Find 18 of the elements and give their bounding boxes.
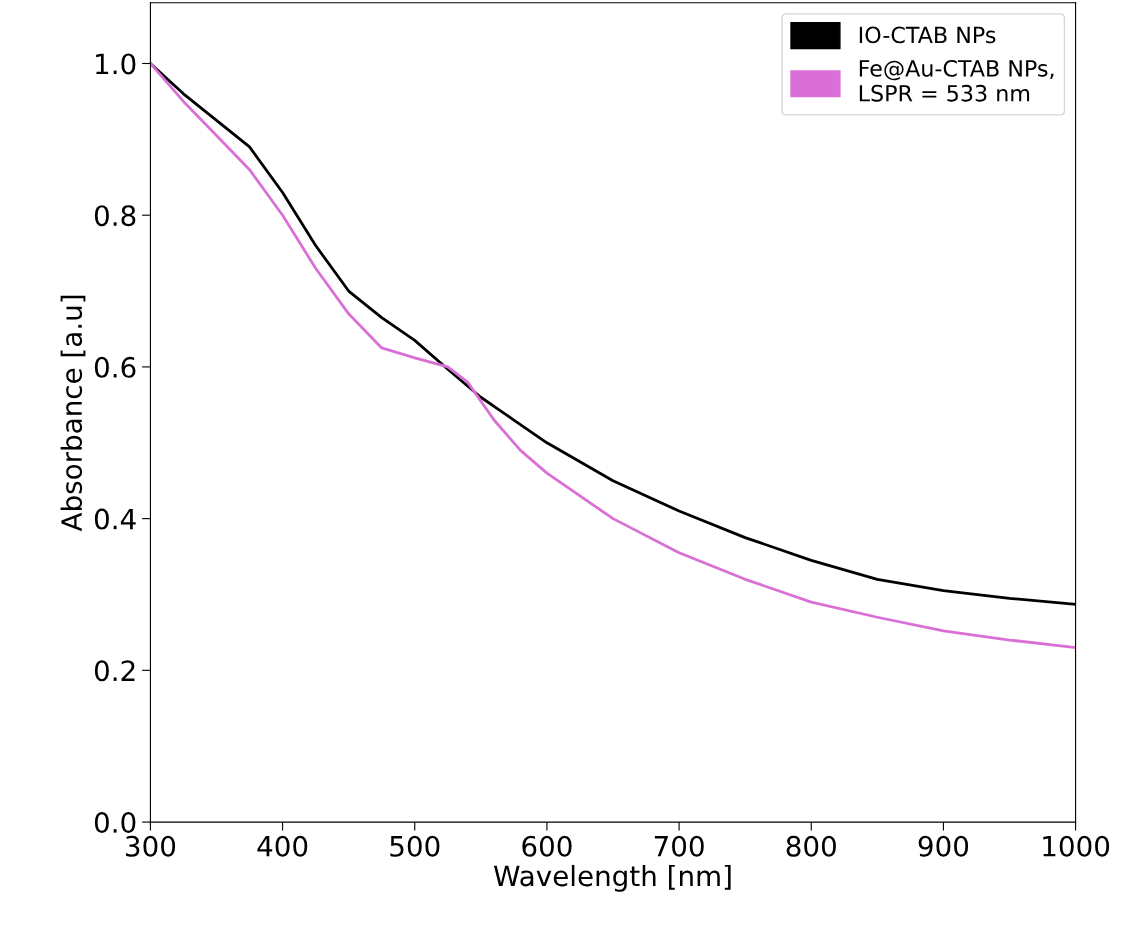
x-tick-label: 700	[654, 835, 704, 857]
x-tick-label: 800	[786, 835, 836, 857]
legend-label: IO-CTAB NPs	[859, 26, 996, 44]
legend-label: Fe@Au-CTAB NPs, LSPR = 533 nm	[859, 59, 1054, 102]
y-tick-label: 0.8	[94, 205, 136, 227]
x-tick-label: 900	[918, 835, 969, 857]
x-tick-label: 300	[126, 835, 176, 857]
y-tick-label: 0.0	[94, 812, 136, 834]
y-tick-label: 0.6	[94, 356, 136, 378]
x-tick-label: 400	[257, 835, 308, 857]
y-tick-label: 0.4	[94, 508, 136, 530]
x-tick-label: 1000	[1043, 835, 1110, 857]
x-axis-title: Wavelength [nm]	[493, 864, 731, 892]
y-tick-label: 1.0	[96, 53, 136, 75]
y-axis-title: Absorbance [a.u]	[60, 295, 86, 532]
x-tick-label: 600	[522, 835, 572, 857]
y-tick-label: 0.2	[94, 660, 135, 682]
x-tick-label: 500	[390, 835, 440, 857]
